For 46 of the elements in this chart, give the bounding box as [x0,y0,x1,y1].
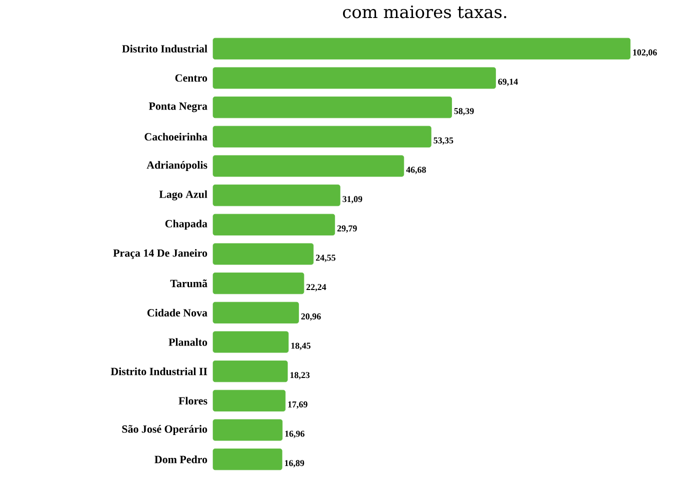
bar [212,38,630,60]
data-label: 29,79 [337,225,357,233]
data-label: 18,23 [290,372,310,380]
y-tick-label: Tarumã [170,279,208,288]
data-label: 46,68 [406,166,426,174]
bar [212,302,299,324]
data-label: 53,35 [434,137,454,145]
chart-title: com maiores taxas. [342,6,506,18]
y-tick-label: Distrito Industrial [122,44,208,53]
y-tick-label: Centro [175,74,208,82]
bar [212,448,282,470]
data-label: 18,45 [291,342,310,350]
bar [212,126,432,148]
y-tick-label: Lago Azul [159,190,208,200]
data-label: 58,39 [454,108,474,116]
data-label: 20,96 [301,313,321,321]
y-tick-label: Cidade Nova [147,308,208,317]
y-tick-label: Planalto [168,338,208,346]
y-tick-label: Adrianópolis [146,161,208,171]
bar [212,243,314,265]
y-tick-label: Praça 14 De Janeiro [113,249,208,259]
bar [212,184,340,206]
y-tick-label: Dom Pedro [154,455,208,464]
bar [212,214,335,236]
data-label: 24,55 [316,254,336,262]
y-tick-label: Flores [178,396,208,405]
bar [212,67,496,89]
data-label: 16,89 [284,460,304,468]
bar [212,360,288,382]
bar [212,272,304,294]
data-label: 22,24 [306,284,326,292]
bar [212,419,283,441]
y-tick-label: Distrito Industrial II [110,367,208,376]
y-tick-label: Chapada [165,220,208,230]
bar [212,331,289,353]
bar [212,96,452,118]
y-tick-label: Ponta Negra [148,102,208,112]
bar [212,390,286,412]
data-label: 17,69 [288,401,308,409]
y-tick-label: São José Operário [122,425,208,435]
data-label: 102,06 [633,49,657,57]
data-label: 69,14 [498,78,518,86]
data-label: 31,09 [342,196,362,204]
y-tick-label: Cachoeirinha [144,132,208,141]
bar [212,155,404,177]
data-label: 16,96 [285,430,304,438]
